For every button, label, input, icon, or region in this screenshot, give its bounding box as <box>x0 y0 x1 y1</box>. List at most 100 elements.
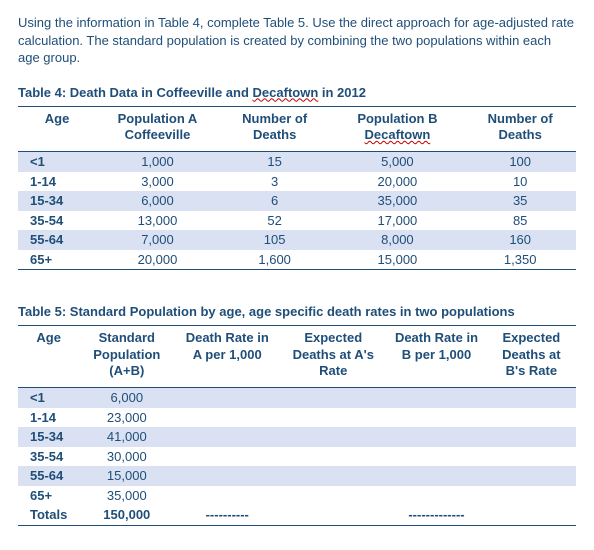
cell-age: 1-14 <box>18 172 96 192</box>
cell-stdpop: 35,000 <box>79 486 174 506</box>
cell-expB <box>487 466 576 486</box>
cell-age: 1-14 <box>18 408 79 428</box>
cell-deathsB: 1,350 <box>464 250 576 270</box>
cell-stdpop: 30,000 <box>79 447 174 467</box>
cell-totals-std: 150,000 <box>79 505 174 525</box>
table4: Age Population A Coffeeville Number of D… <box>18 106 576 271</box>
table5-header-age: Age <box>18 326 79 388</box>
table4-title-suffix: in 2012 <box>318 85 366 100</box>
table4-header-deathsB: Number of Deaths <box>464 106 576 152</box>
cell-popA: 6,000 <box>96 191 219 211</box>
cell-rateB <box>386 447 486 467</box>
table-row: 15-3441,000 <box>18 427 576 447</box>
cell-rateA <box>174 427 280 447</box>
cell-deathsA: 15 <box>219 152 331 172</box>
cell-rateA <box>174 388 280 408</box>
table-row: <16,000 <box>18 388 576 408</box>
table5-header-expA: Expected Deaths at A's Rate <box>280 326 386 388</box>
table4-title-prefix: Table 4: Death Data in Coffeeville and <box>18 85 253 100</box>
cell-popB: 17,000 <box>330 211 464 231</box>
cell-deathsB: 100 <box>464 152 576 172</box>
cell-popB: 35,000 <box>330 191 464 211</box>
cell-popB: 8,000 <box>330 230 464 250</box>
cell-age: 15-34 <box>18 191 96 211</box>
table-row: 35-5430,000 <box>18 447 576 467</box>
cell-age: 55-64 <box>18 466 79 486</box>
cell-totals-label: Totals <box>18 505 79 525</box>
table4-header-deathsA: Number of Deaths <box>219 106 331 152</box>
cell-age: 35-54 <box>18 447 79 467</box>
cell-rateA <box>174 466 280 486</box>
table5-header-stdpop: Standard Population (A+B) <box>79 326 174 388</box>
cell-stdpop: 41,000 <box>79 427 174 447</box>
cell-age: 15-34 <box>18 427 79 447</box>
table5-header-rateB: Death Rate in B per 1,000 <box>386 326 486 388</box>
table-row: 65+35,000 <box>18 486 576 506</box>
cell-stdpop: 23,000 <box>79 408 174 428</box>
cell-expA <box>280 447 386 467</box>
table-row: 1-143,000320,00010 <box>18 172 576 192</box>
table-row: 55-647,0001058,000160 <box>18 230 576 250</box>
cell-expA <box>280 466 386 486</box>
table5-header-rateA: Death Rate in A per 1,000 <box>174 326 280 388</box>
table4-title-wavy: Decaftown <box>253 85 319 100</box>
cell-expA <box>280 427 386 447</box>
cell-deathsB: 85 <box>464 211 576 231</box>
table-row-totals: Totals150,000----------------------- <box>18 505 576 525</box>
cell-deathsA: 105 <box>219 230 331 250</box>
cell-deathsB: 35 <box>464 191 576 211</box>
table-row: <11,000155,000100 <box>18 152 576 172</box>
table4-header-age: Age <box>18 106 96 152</box>
table-row: 65+20,0001,60015,0001,350 <box>18 250 576 270</box>
cell-popA: 3,000 <box>96 172 219 192</box>
cell-popB: 15,000 <box>330 250 464 270</box>
cell-expB <box>487 447 576 467</box>
cell-age: 35-54 <box>18 211 96 231</box>
cell-rateA <box>174 408 280 428</box>
cell-deathsB: 10 <box>464 172 576 192</box>
table5-header-expB: Expected Deaths at B's Rate <box>487 326 576 388</box>
cell-expB <box>487 486 576 506</box>
cell-stdpop: 15,000 <box>79 466 174 486</box>
cell-rateB <box>386 427 486 447</box>
cell-popA: 20,000 <box>96 250 219 270</box>
cell-age: 55-64 <box>18 230 96 250</box>
cell-rateB <box>386 408 486 428</box>
cell-rateB <box>386 388 486 408</box>
table5: Age Standard Population (A+B) Death Rate… <box>18 325 576 526</box>
cell-age: 65+ <box>18 250 96 270</box>
cell-expA <box>280 408 386 428</box>
cell-deathsA: 3 <box>219 172 331 192</box>
cell-expA <box>280 388 386 408</box>
table-row: 15-346,000635,00035 <box>18 191 576 211</box>
instructions-text: Using the information in Table 4, comple… <box>18 14 576 67</box>
cell-deathsB: 160 <box>464 230 576 250</box>
cell-rateB <box>386 466 486 486</box>
table4-header-popB: Population B Decaftown <box>330 106 464 152</box>
cell-expB <box>487 427 576 447</box>
cell-deathsA: 52 <box>219 211 331 231</box>
table-row: 35-5413,0005217,00085 <box>18 211 576 231</box>
cell-totals-dashB: ------------- <box>386 505 486 525</box>
table4-title: Table 4: Death Data in Coffeeville and D… <box>18 85 576 100</box>
cell-age: 65+ <box>18 486 79 506</box>
table4-header-popA: Population A Coffeeville <box>96 106 219 152</box>
cell-popA: 1,000 <box>96 152 219 172</box>
cell-popA: 7,000 <box>96 230 219 250</box>
table-row: 55-6415,000 <box>18 466 576 486</box>
table-row: 1-1423,000 <box>18 408 576 428</box>
cell-rateA <box>174 486 280 506</box>
cell-age: <1 <box>18 388 79 408</box>
cell-popB: 5,000 <box>330 152 464 172</box>
cell-expB <box>487 388 576 408</box>
cell-expA <box>280 486 386 506</box>
cell-age: <1 <box>18 152 96 172</box>
cell-expB <box>487 408 576 428</box>
cell-stdpop: 6,000 <box>79 388 174 408</box>
cell-popA: 13,000 <box>96 211 219 231</box>
cell-deathsA: 1,600 <box>219 250 331 270</box>
cell-rateA <box>174 447 280 467</box>
table5-title: Table 5: Standard Population by age, age… <box>18 304 576 319</box>
cell-totals-dashA: ---------- <box>174 505 280 525</box>
cell-popB: 20,000 <box>330 172 464 192</box>
